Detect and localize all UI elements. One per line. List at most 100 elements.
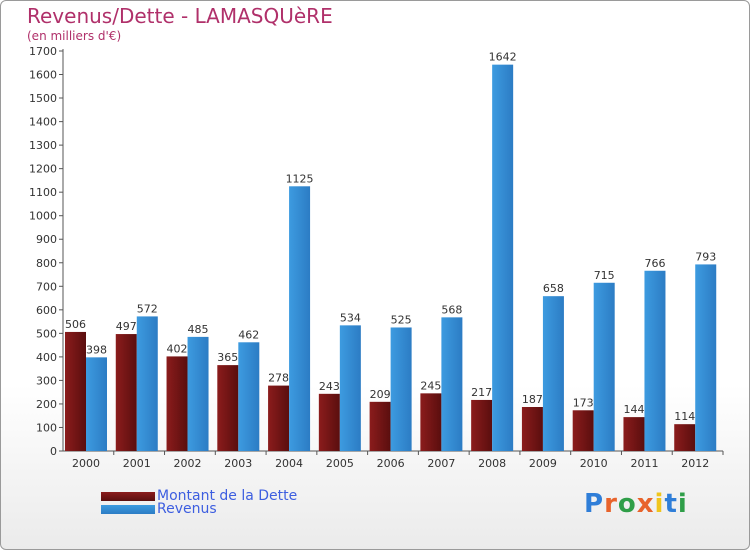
data-label: 766 <box>644 257 665 270</box>
y-tick-label: 300 <box>36 374 57 387</box>
y-tick-label: 1300 <box>29 139 57 152</box>
data-label: 534 <box>340 311 361 324</box>
bar-dette <box>623 417 645 451</box>
legend-label-revenus: Revenus <box>157 501 217 517</box>
bar-dette <box>572 410 594 451</box>
data-label: 365 <box>217 351 238 364</box>
bar-revenus <box>238 342 260 451</box>
x-tick-label: 2003 <box>224 457 252 470</box>
x-tick-label: 2011 <box>630 457 658 470</box>
y-tick-label: 1500 <box>29 92 57 105</box>
x-tick-label: 2002 <box>174 457 202 470</box>
bar-dette <box>166 356 188 451</box>
data-label: 485 <box>188 323 209 336</box>
bar-dette <box>318 393 340 451</box>
bar-revenus <box>187 336 209 451</box>
y-tick-label: 1400 <box>29 116 57 129</box>
logo-letter: t <box>664 489 678 519</box>
bar-dette <box>471 399 493 451</box>
data-label: 398 <box>86 343 107 356</box>
data-label: 173 <box>573 396 594 409</box>
data-label: 209 <box>370 388 391 401</box>
data-label: 144 <box>623 403 644 416</box>
bar-dette <box>268 385 290 451</box>
bar-dette <box>674 424 696 451</box>
logo-letter: r <box>604 489 618 519</box>
bar-dette <box>217 365 239 451</box>
data-label: 402 <box>167 342 188 355</box>
logo-letter: i <box>677 489 688 519</box>
x-tick-label: 2006 <box>377 457 405 470</box>
legend-label-dette: Montant de la Dette <box>157 488 298 504</box>
bar-revenus <box>644 270 666 451</box>
data-label: 217 <box>471 386 492 399</box>
legend-item-revenus: Revenus <box>101 501 217 517</box>
bar-revenus <box>441 317 463 451</box>
x-tick-label: 2005 <box>326 457 354 470</box>
chart-subtitle: (en milliers d'€) <box>27 29 122 43</box>
data-label: 1125 <box>286 172 314 185</box>
data-label: 1642 <box>489 51 517 64</box>
x-tick-label: 2004 <box>275 457 303 470</box>
bar-revenus <box>339 325 361 451</box>
y-tick-label: 0 <box>50 445 57 458</box>
y-tick-label: 1600 <box>29 69 57 82</box>
x-tick-label: 2008 <box>478 457 506 470</box>
bar-revenus <box>390 327 412 451</box>
data-label: 715 <box>594 269 615 282</box>
bar-dette <box>115 334 137 451</box>
legend-swatch-revenus <box>101 504 155 514</box>
bar-dette <box>369 401 391 451</box>
x-tick-label: 2007 <box>427 457 455 470</box>
x-tick-label: 2001 <box>123 457 151 470</box>
x-tick-label: 2012 <box>681 457 709 470</box>
bar-dette <box>65 331 86 451</box>
logo-letter: o <box>617 489 637 519</box>
data-label: 568 <box>441 303 462 316</box>
chart-title: Revenus/Dette - LAMASQUèRE <box>27 4 333 28</box>
x-tick-label: 2010 <box>580 457 608 470</box>
data-label: 278 <box>268 372 289 385</box>
data-label: 497 <box>116 320 137 333</box>
bar-dette <box>420 393 442 451</box>
bar-revenus <box>593 282 615 451</box>
logo-letter: i <box>654 489 665 519</box>
data-label: 793 <box>695 250 716 263</box>
y-tick-label: 200 <box>36 398 57 411</box>
x-tick-label: 2000 <box>72 457 100 470</box>
bar-revenus <box>136 316 158 451</box>
logo-letter: x <box>636 489 655 519</box>
data-label: 187 <box>522 393 543 406</box>
y-tick-label: 900 <box>36 233 57 246</box>
bar-revenus <box>86 357 107 451</box>
legend-swatch-dette <box>101 491 155 501</box>
x-tick-label: 2009 <box>529 457 557 470</box>
bar-revenus <box>542 296 564 451</box>
bar-dette <box>521 407 543 451</box>
data-label: 572 <box>137 302 158 315</box>
y-tick-label: 500 <box>36 327 57 340</box>
logo-letter: P <box>584 489 605 519</box>
data-label: 506 <box>65 318 86 331</box>
proxiti-logo: Proxiti <box>584 489 688 519</box>
y-tick-label: 1000 <box>29 210 57 223</box>
data-label: 243 <box>319 380 340 393</box>
data-label: 658 <box>543 282 564 295</box>
data-label: 114 <box>674 410 695 423</box>
data-label: 525 <box>391 313 412 326</box>
bar-revenus <box>695 264 717 451</box>
y-tick-label: 1100 <box>29 186 57 199</box>
bar-revenus <box>289 186 311 451</box>
y-tick-label: 600 <box>36 304 57 317</box>
bar-revenus <box>492 64 514 451</box>
y-tick-label: 800 <box>36 257 57 270</box>
data-label: 462 <box>238 328 259 341</box>
y-tick-label: 700 <box>36 280 57 293</box>
data-label: 245 <box>420 379 441 392</box>
y-tick-label: 100 <box>36 421 57 434</box>
y-tick-label: 400 <box>36 351 57 364</box>
y-tick-label: 1700 <box>29 45 57 58</box>
legend-item-dette: Montant de la Dette <box>101 488 297 504</box>
